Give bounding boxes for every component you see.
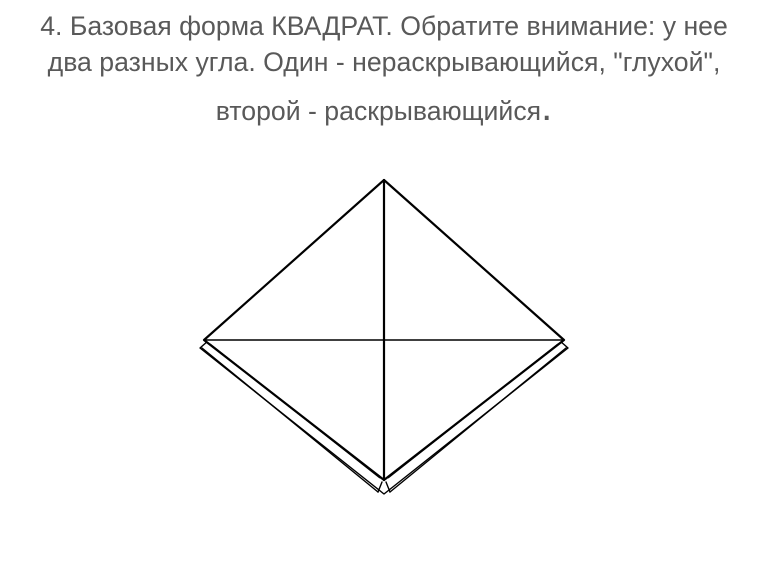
page: 4. Базовая форма КВАДРАТ. Обратите внима… xyxy=(0,0,768,576)
caption-line-3: второй - раскрывающийся. xyxy=(40,80,728,134)
origami-svg xyxy=(174,160,594,520)
caption-block: 4. Базовая форма КВАДРАТ. Обратите внима… xyxy=(0,8,768,134)
origami-figure xyxy=(0,160,768,520)
caption-line-1: 4. Базовая форма КВАДРАТ. Обратите внима… xyxy=(40,8,728,44)
caption-trailing-period: . xyxy=(541,85,552,129)
caption-line-3-text: второй - раскрывающийся xyxy=(216,96,541,126)
caption-line-2: два разных угла. Один - нераскрывающийся… xyxy=(40,44,728,80)
